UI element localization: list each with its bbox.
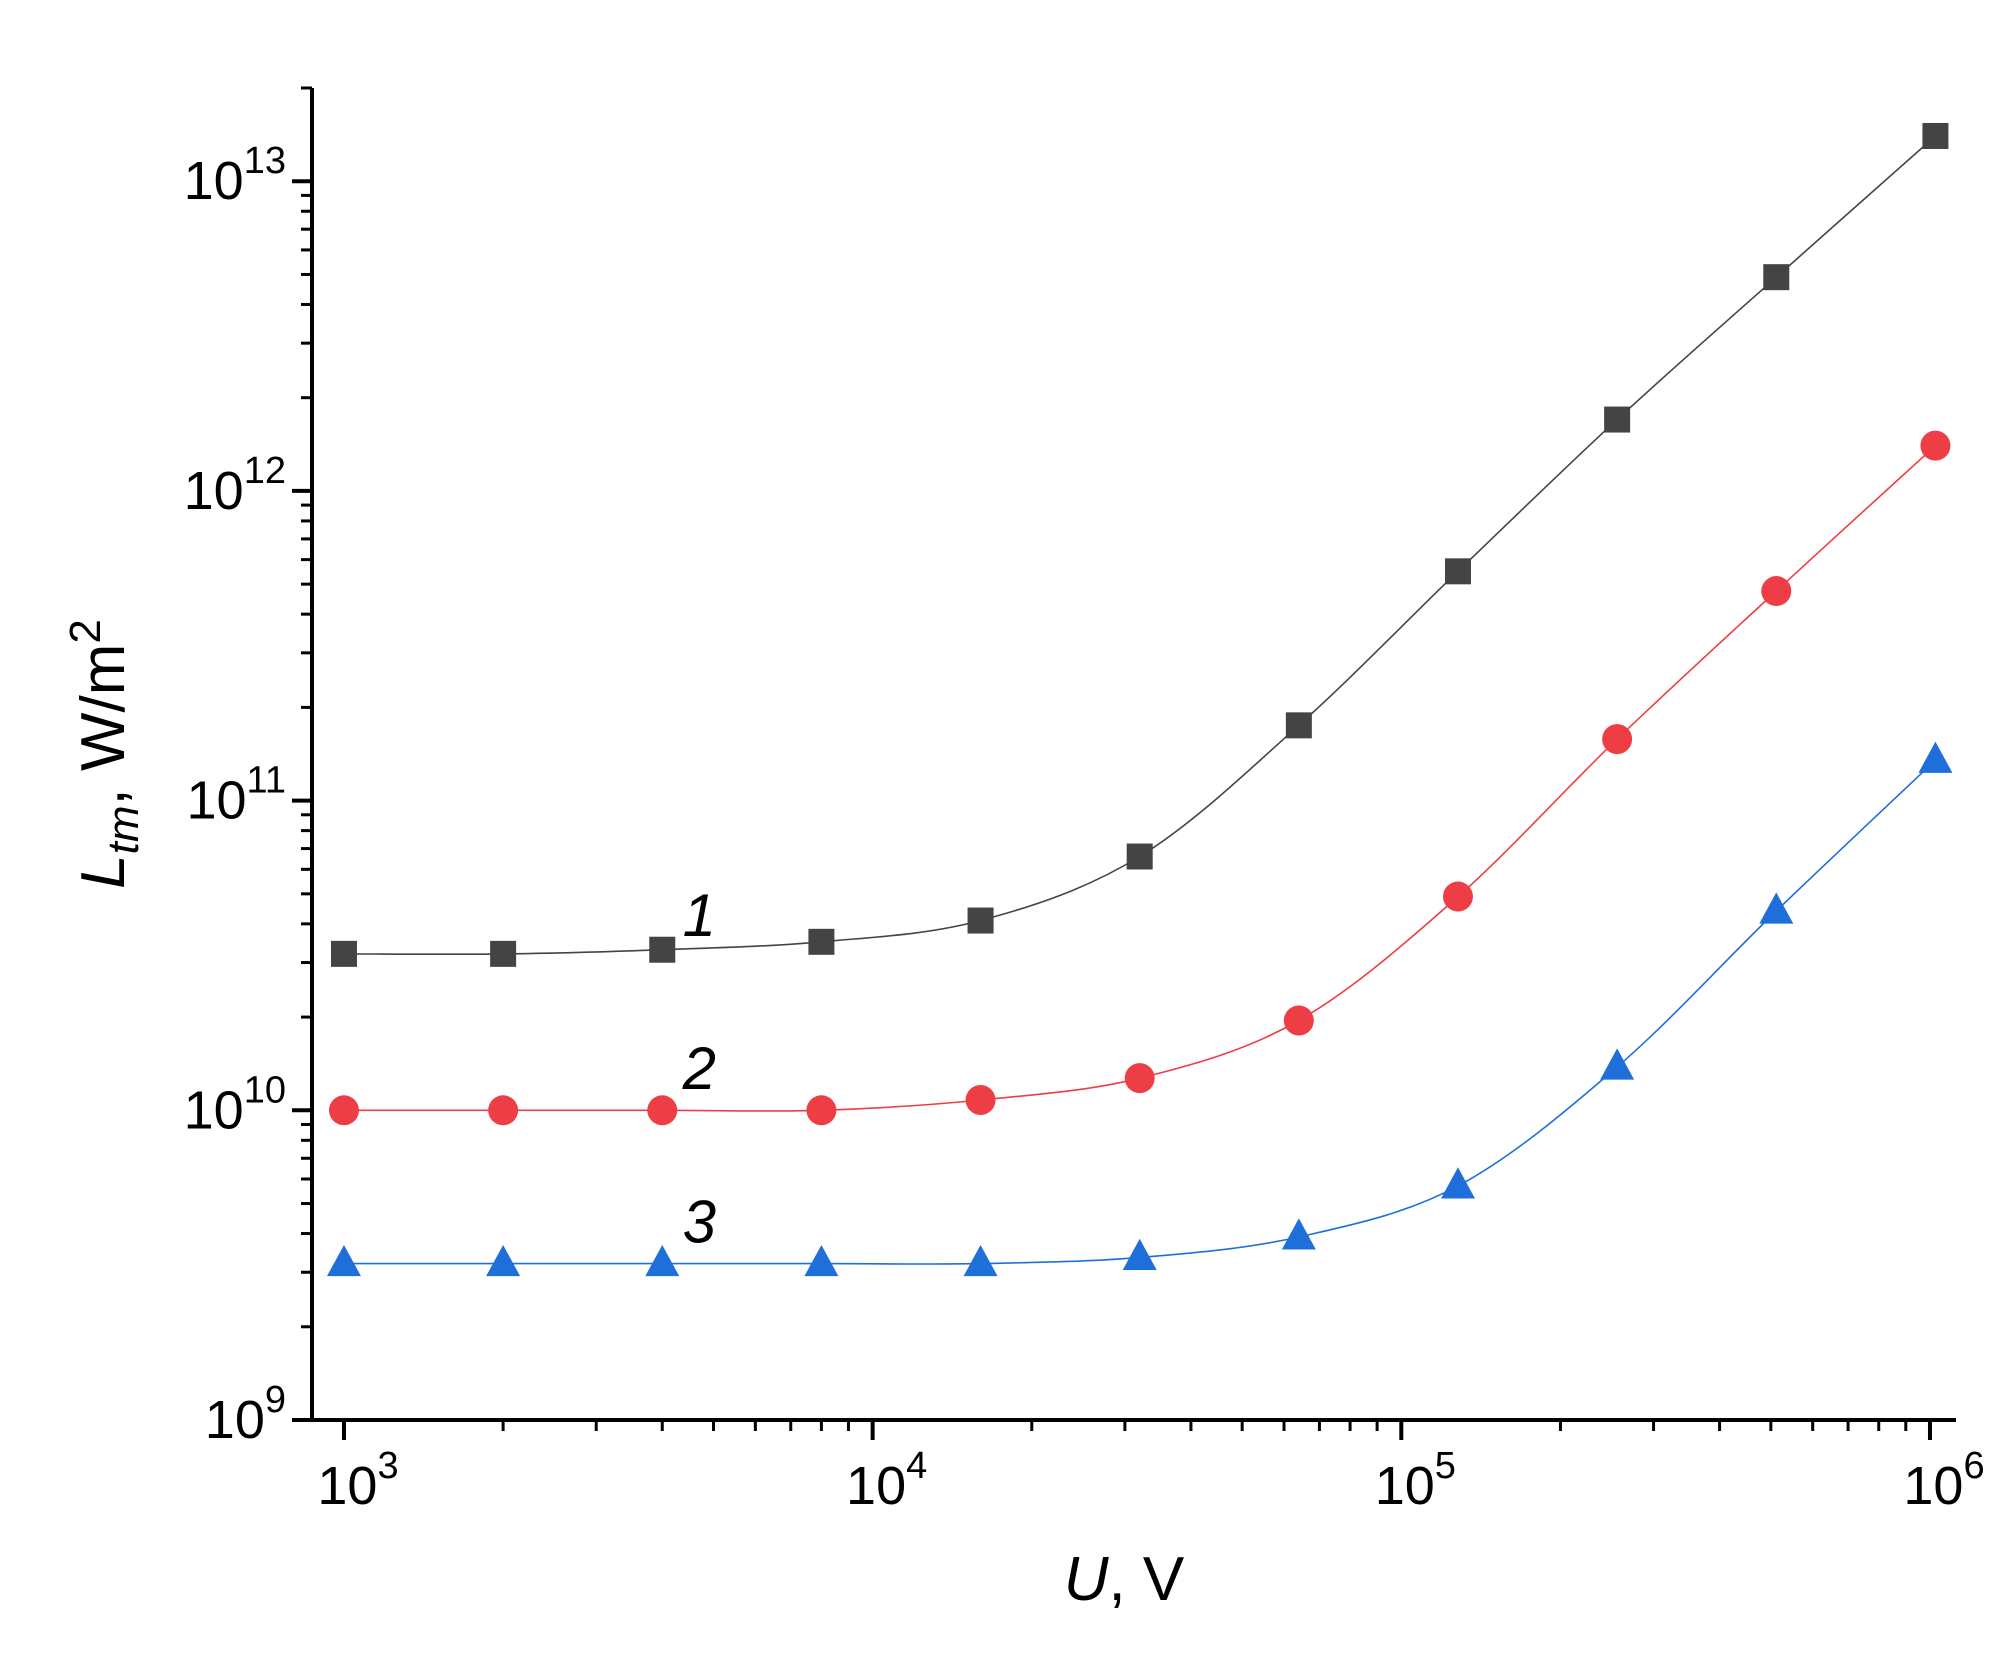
series-2-point — [1920, 430, 1951, 461]
x-axis-label-var: U — [1064, 1545, 1110, 1614]
y-tick-label: 109 — [205, 1379, 286, 1450]
series-3-point — [645, 1244, 680, 1277]
series-1-point — [330, 940, 357, 967]
series-1-point — [1604, 406, 1631, 433]
series-2-point — [806, 1095, 837, 1126]
series-3-point — [326, 1244, 361, 1277]
series-1-label: 1 — [683, 882, 716, 949]
y-tick-label-base: 10 — [186, 771, 246, 831]
series-3-point — [1600, 1048, 1635, 1080]
series-3-label: 3 — [683, 1189, 716, 1256]
series-1-point — [967, 907, 994, 934]
y-tick-label: 1012 — [184, 450, 286, 521]
series-2-label: 2 — [682, 1035, 716, 1102]
y-tick-label-base: 10 — [205, 1390, 265, 1450]
y-axis-label-sub: tm — [99, 805, 148, 854]
x-tick-label-exp: 5 — [1435, 1445, 1456, 1487]
series-3-point — [1918, 741, 1953, 773]
series-3-point — [1440, 1167, 1475, 1199]
y-axis-label-unit: , W/m — [69, 644, 138, 806]
series-1: 1 — [330, 122, 1949, 967]
y-axis-label: Ltm, W/m2 — [61, 619, 148, 889]
series-2-point — [1124, 1063, 1155, 1094]
series-1-line — [343, 135, 1936, 956]
y-tick-label-exp: 9 — [265, 1379, 286, 1421]
x-tick-label-base: 10 — [317, 1456, 377, 1516]
series-1-point — [1444, 558, 1471, 585]
series-3-line — [343, 759, 1936, 1265]
labels-layer: U, V Ltm, W/m2 — [61, 619, 1185, 1614]
series-2-point — [488, 1095, 519, 1126]
x-tick-label-base: 10 — [1375, 1456, 1435, 1516]
x-tick-label: 104 — [846, 1445, 927, 1516]
x-tick-label: 103 — [317, 1445, 398, 1516]
series-1-point — [1922, 122, 1949, 149]
x-tick-label-exp: 6 — [1963, 1445, 1984, 1487]
y-tick-label: 1013 — [184, 140, 286, 211]
series-2-point — [1442, 881, 1473, 912]
x-tick-label: 105 — [1375, 1445, 1456, 1516]
series-2: 2 — [328, 430, 1951, 1126]
series-3: 3 — [326, 741, 1953, 1277]
series-2-point — [647, 1095, 678, 1126]
series-3-point — [804, 1244, 839, 1277]
y-tick-label: 1010 — [184, 1069, 286, 1140]
series-3-point — [486, 1244, 521, 1277]
y-tick-label-base: 10 — [184, 461, 244, 521]
y-tick-label-base: 10 — [184, 1080, 244, 1140]
y-tick-label-exp: 13 — [244, 140, 286, 182]
y-tick-label-exp: 11 — [247, 760, 286, 802]
x-axis-label-unit: , V — [1108, 1545, 1184, 1614]
x-tick-label-base: 10 — [1903, 1456, 1963, 1516]
y-tick-label-exp: 12 — [244, 450, 286, 492]
series-1-point — [1285, 712, 1312, 739]
series-2-point — [965, 1084, 996, 1115]
series-1-point — [490, 940, 517, 967]
series-2-point — [1602, 724, 1633, 755]
x-tick-label-exp: 3 — [377, 1445, 398, 1487]
series-1-point — [808, 928, 835, 955]
x-tick-label-exp: 4 — [906, 1445, 927, 1487]
series-1-point — [1126, 843, 1153, 870]
y-tick-label-exp: 10 — [244, 1069, 286, 1111]
y-tick-label: 1011 — [186, 760, 286, 831]
x-axis-label: U, V — [1064, 1545, 1185, 1614]
series-2-point — [1761, 576, 1792, 607]
y-axis-label-sup: 2 — [61, 619, 110, 643]
series-1-point — [649, 936, 676, 963]
x-tick-label: 106 — [1903, 1445, 1984, 1516]
series-1-point — [1763, 264, 1790, 291]
x-tick-label-base: 10 — [846, 1456, 906, 1516]
y-tick-label-base: 10 — [184, 151, 244, 211]
axes-layer — [310, 88, 1956, 1422]
series-2-line — [344, 445, 1936, 1112]
y-axis-label-var: L — [69, 854, 138, 888]
series-2-point — [1283, 1005, 1314, 1036]
series-3-point — [1122, 1238, 1157, 1270]
series-2-point — [328, 1095, 359, 1126]
series-3-point — [963, 1244, 998, 1277]
series-layer: 1 2 3 — [326, 122, 1953, 1277]
series-3-point — [1759, 892, 1794, 924]
series-3-point — [1281, 1218, 1316, 1250]
